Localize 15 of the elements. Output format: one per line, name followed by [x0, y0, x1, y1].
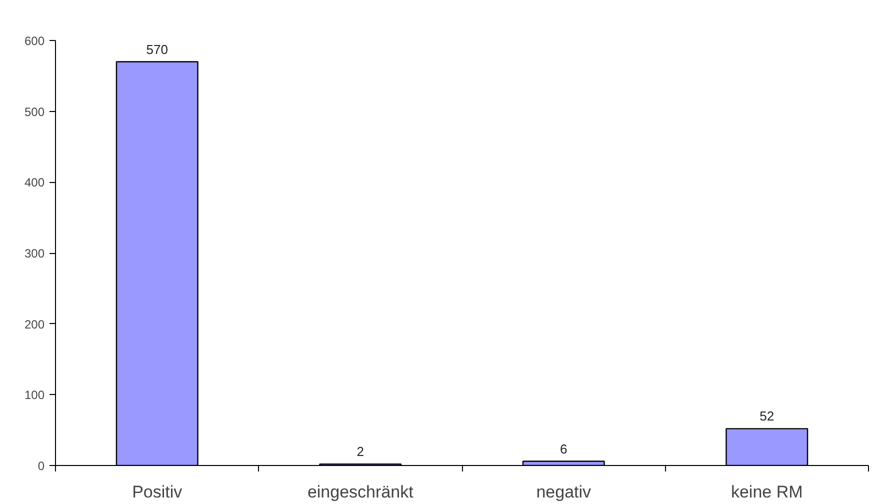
x-tick-label: Positiv: [132, 482, 183, 502]
y-tick-label: 200: [24, 317, 45, 332]
x-tick-label: negativ: [536, 482, 592, 502]
y-tick-label: 100: [24, 388, 45, 402]
y-tick-label: 0: [38, 459, 45, 473]
data-label: 570: [146, 42, 168, 57]
data-label: 6: [560, 441, 568, 456]
data-label: 52: [760, 408, 774, 424]
y-tick-label: 600: [24, 34, 45, 48]
x-tick-label: keine RM: [730, 482, 803, 502]
data-label: 2: [356, 444, 364, 460]
y-tick-label: 400: [24, 176, 45, 190]
y-tick-label: 500: [24, 104, 45, 119]
x-tick-label: eingeschränkt: [307, 482, 414, 502]
y-tick-label: 300: [24, 246, 45, 260]
